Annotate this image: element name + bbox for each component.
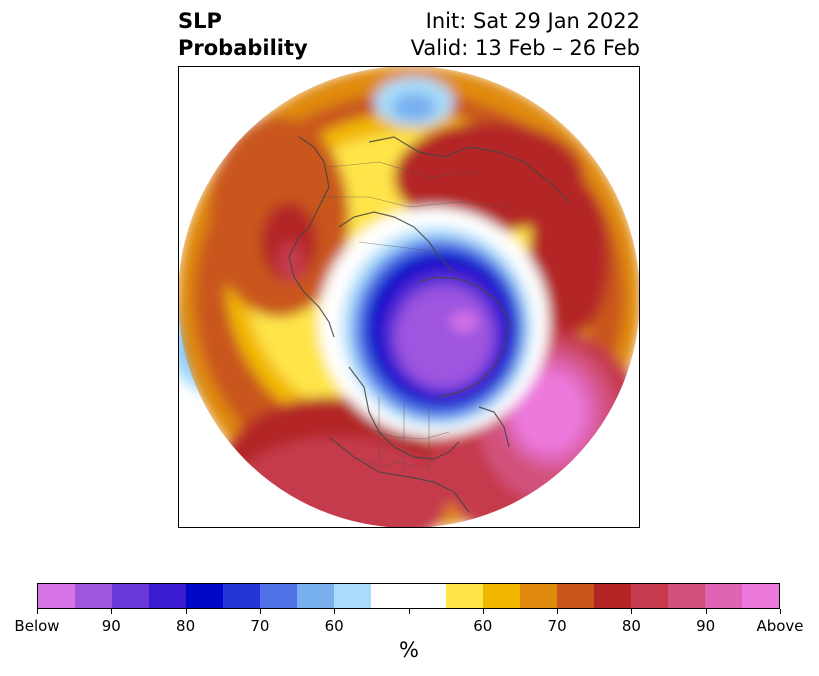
colorbar-tick-label: 60 (473, 617, 493, 635)
country-borders (319, 161, 510, 472)
colorbar (37, 583, 780, 609)
colorbar-tick-label: Above (756, 617, 804, 635)
colorbar-tick-mark (408, 609, 410, 614)
colorbar-tick-mark (631, 609, 633, 614)
colorbar-tick-label: 90 (696, 617, 716, 635)
colorbar-segment (445, 584, 483, 608)
colorbar-tick-label: 60 (324, 617, 344, 635)
colorbar-segment (593, 584, 631, 608)
colorbar-segment (149, 584, 187, 608)
colorbar-tick-mark (334, 609, 336, 614)
init-date: Init: Sat 29 Jan 2022 (425, 9, 640, 33)
colorbar-tick-label: 80 (176, 617, 196, 635)
probability-map (178, 66, 640, 528)
colorbar-segment (482, 584, 520, 608)
colorbar-tick-mark (780, 609, 781, 614)
colorbar-tick-label: Below (14, 617, 60, 635)
colorbar-tick-mark (37, 609, 38, 614)
coastlines (288, 136, 570, 513)
colorbar-segment (519, 584, 557, 608)
colorbar-segment (556, 584, 594, 608)
map-title: SLP Probability (178, 8, 308, 62)
forecast-dates: Init: Sat 29 Jan 2022 Valid: 13 Feb – 26… (411, 8, 640, 62)
colorbar-segment (223, 584, 261, 608)
colorbar-segment (741, 584, 779, 608)
colorbar-tick-label: 70 (547, 617, 567, 635)
hemisphere-disk (179, 67, 639, 527)
colorbar-segment (334, 584, 372, 608)
colorbar-segment (630, 584, 668, 608)
colorbar-tick-mark (557, 609, 559, 614)
colorbar-segment (38, 584, 76, 608)
colorbar-segment (260, 584, 298, 608)
colorbar-tick-label: 70 (250, 617, 270, 635)
map-canvas (179, 67, 639, 527)
colorbar-tick-label: 90 (101, 617, 121, 635)
colorbar-tick-mark (111, 609, 113, 614)
colorbar-segment (112, 584, 150, 608)
valid-range: Valid: 13 Feb – 26 Feb (410, 36, 640, 60)
colorbar-segment (186, 584, 224, 608)
title-line-metric: Probability (178, 36, 308, 60)
colorbar-segment (704, 584, 742, 608)
colorbar-tick-label: 80 (621, 617, 641, 635)
colorbar-tick-mark (705, 609, 707, 614)
colorbar-segment (667, 584, 705, 608)
colorbar-segment (75, 584, 113, 608)
colorbar-segment (371, 584, 409, 608)
colorbar-tick-mark (185, 609, 187, 614)
title-line-variable: SLP (178, 9, 222, 33)
colorbar-tick-mark (259, 609, 261, 614)
colorbar-segment (408, 584, 446, 608)
colorbar-tick-mark (482, 609, 484, 614)
colorbar-unit: % (399, 638, 419, 662)
colorbar-segment (297, 584, 335, 608)
